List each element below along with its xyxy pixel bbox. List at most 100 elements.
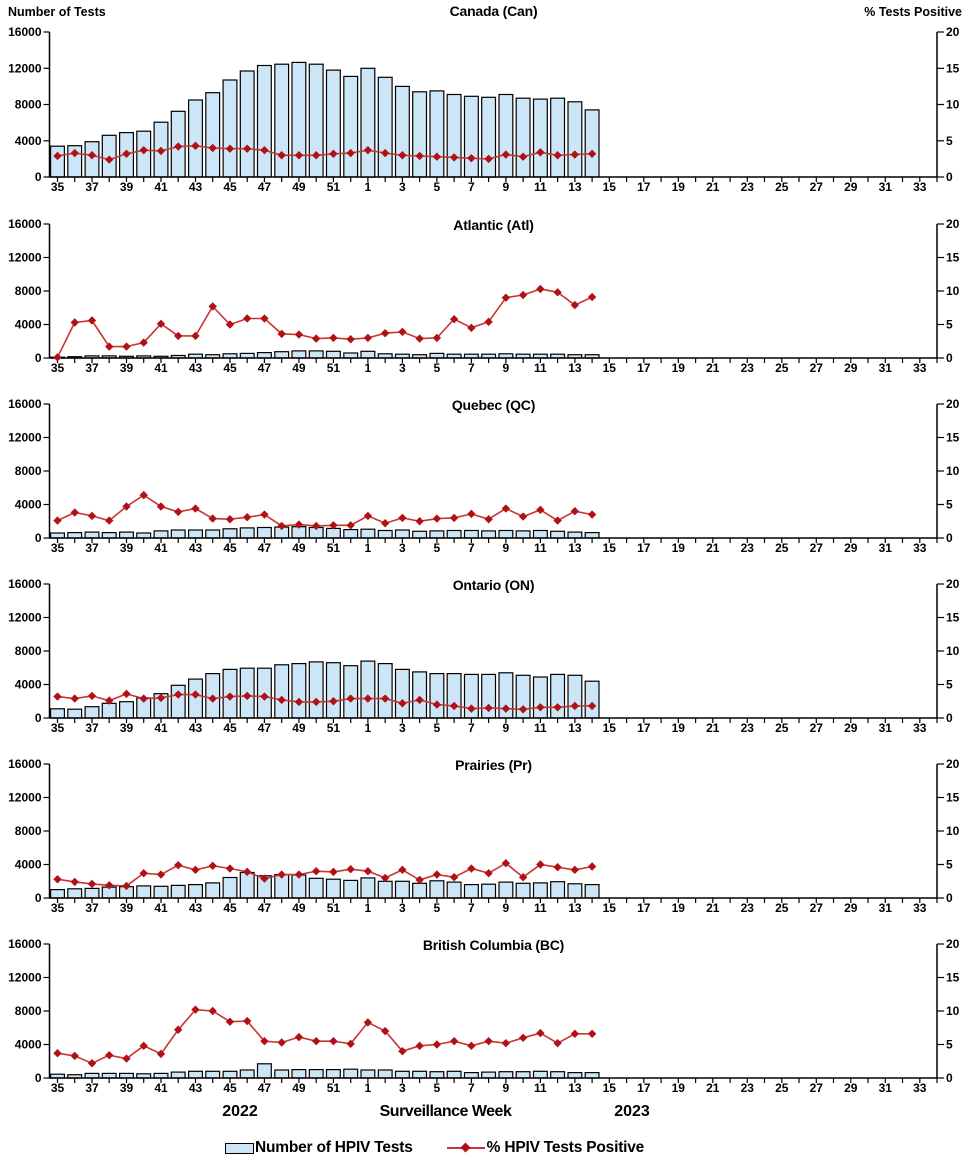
positivity-point bbox=[242, 314, 252, 323]
positivity-point bbox=[70, 694, 79, 703]
positivity-point bbox=[570, 865, 580, 875]
positivity-point bbox=[518, 1033, 528, 1042]
svg-text:15: 15 bbox=[603, 180, 617, 194]
positivity-point bbox=[105, 342, 114, 351]
positivity-point bbox=[225, 320, 235, 329]
tests-bar bbox=[360, 350, 376, 359]
x-axis-footer: 2022 Surveillance Week 2023 Number of HP… bbox=[0, 1095, 967, 1170]
svg-text:49: 49 bbox=[292, 361, 306, 375]
positivity-point bbox=[174, 1025, 183, 1034]
tests-bar bbox=[291, 61, 307, 178]
svg-text:33: 33 bbox=[913, 361, 927, 375]
tests-bar bbox=[325, 878, 341, 899]
positivity-point bbox=[174, 331, 183, 341]
tests-bar bbox=[222, 528, 238, 539]
svg-text:51: 51 bbox=[327, 541, 341, 555]
axes bbox=[48, 224, 938, 359]
positivity-markers bbox=[53, 490, 597, 531]
positivity-point bbox=[87, 1059, 97, 1068]
tests-bar bbox=[532, 529, 548, 539]
positivity-point bbox=[587, 149, 597, 158]
svg-text:0: 0 bbox=[35, 891, 42, 905]
svg-text:43: 43 bbox=[189, 541, 203, 555]
tests-bar bbox=[343, 879, 359, 899]
positivity-point bbox=[87, 691, 97, 701]
svg-text:29: 29 bbox=[844, 180, 858, 194]
svg-text:23: 23 bbox=[741, 541, 755, 555]
positivity-point bbox=[191, 141, 200, 151]
positivity-point bbox=[53, 516, 62, 525]
svg-text:19: 19 bbox=[672, 1081, 686, 1095]
svg-text:16000: 16000 bbox=[8, 757, 42, 771]
positivity-point bbox=[277, 1038, 286, 1047]
tests-bar bbox=[360, 1069, 376, 1079]
svg-text:0: 0 bbox=[946, 351, 953, 365]
tick-marks bbox=[43, 223, 944, 363]
positivity-point bbox=[277, 329, 286, 339]
positivity-point bbox=[122, 502, 131, 511]
tests-bar bbox=[429, 880, 445, 899]
svg-text:25: 25 bbox=[775, 901, 789, 915]
tests-bar bbox=[412, 671, 428, 719]
tests-bar bbox=[274, 1069, 290, 1079]
positivity-point bbox=[53, 1049, 62, 1058]
axes bbox=[48, 404, 938, 539]
svg-text:29: 29 bbox=[844, 361, 858, 375]
positivity-point bbox=[53, 875, 62, 884]
panel-title-british-columbia: British Columbia (BC) bbox=[422, 937, 565, 953]
tests-bar bbox=[567, 1072, 583, 1079]
svg-text:15: 15 bbox=[603, 901, 617, 915]
panel-title-quebec: Quebec (QC) bbox=[451, 397, 536, 413]
svg-text:25: 25 bbox=[775, 361, 789, 375]
svg-text:29: 29 bbox=[844, 721, 858, 735]
tick-marks bbox=[43, 763, 944, 903]
positivity-point bbox=[467, 323, 476, 333]
positivity-point bbox=[260, 314, 269, 323]
svg-text:37: 37 bbox=[85, 361, 99, 375]
positivity-point bbox=[363, 145, 373, 155]
tests-bar bbox=[446, 529, 462, 539]
positivity-point bbox=[467, 704, 476, 713]
positivity-point bbox=[380, 329, 390, 338]
svg-text:19: 19 bbox=[672, 901, 686, 915]
svg-text:31: 31 bbox=[879, 541, 893, 555]
svg-text:13: 13 bbox=[568, 721, 582, 735]
svg-text:35: 35 bbox=[51, 361, 65, 375]
svg-text:8000: 8000 bbox=[15, 98, 42, 112]
svg-text:10: 10 bbox=[946, 824, 960, 838]
tests-bar bbox=[153, 885, 169, 899]
svg-text:11: 11 bbox=[534, 901, 547, 915]
svg-text:1: 1 bbox=[365, 541, 372, 555]
positivity-point bbox=[536, 860, 545, 869]
tests-bar bbox=[360, 660, 376, 719]
svg-text:10: 10 bbox=[946, 284, 960, 298]
positivity-point bbox=[570, 1029, 580, 1038]
svg-text:11: 11 bbox=[534, 1081, 547, 1095]
panel-ontario: Ontario (ON) 0 4000 8000 12000 16000 0 5 10 15 20… bbox=[0, 555, 967, 735]
positivity-point bbox=[294, 1032, 304, 1042]
tests-bar bbox=[412, 530, 428, 539]
positivity-point bbox=[87, 316, 97, 325]
svg-text:16000: 16000 bbox=[8, 937, 42, 951]
svg-text:21: 21 bbox=[706, 721, 720, 735]
panel-title-ontario: Ontario (ON) bbox=[452, 577, 535, 593]
tests-bar bbox=[567, 674, 583, 719]
x-axis-title: Surveillance Week bbox=[379, 1103, 512, 1120]
positivity-point bbox=[501, 1038, 511, 1048]
svg-text:7: 7 bbox=[468, 721, 475, 735]
tests-bar bbox=[205, 92, 221, 178]
tests-bar bbox=[343, 1068, 359, 1079]
svg-text:45: 45 bbox=[223, 180, 237, 194]
svg-text:0: 0 bbox=[946, 531, 953, 545]
svg-text:35: 35 bbox=[51, 180, 65, 194]
tests-bar bbox=[377, 662, 393, 719]
tests-bar bbox=[515, 97, 531, 178]
positivity-point bbox=[587, 701, 597, 711]
tests-bar bbox=[550, 881, 566, 899]
positivity-point bbox=[536, 148, 545, 157]
svg-text:8000: 8000 bbox=[15, 644, 42, 658]
positivity-point bbox=[311, 151, 321, 160]
